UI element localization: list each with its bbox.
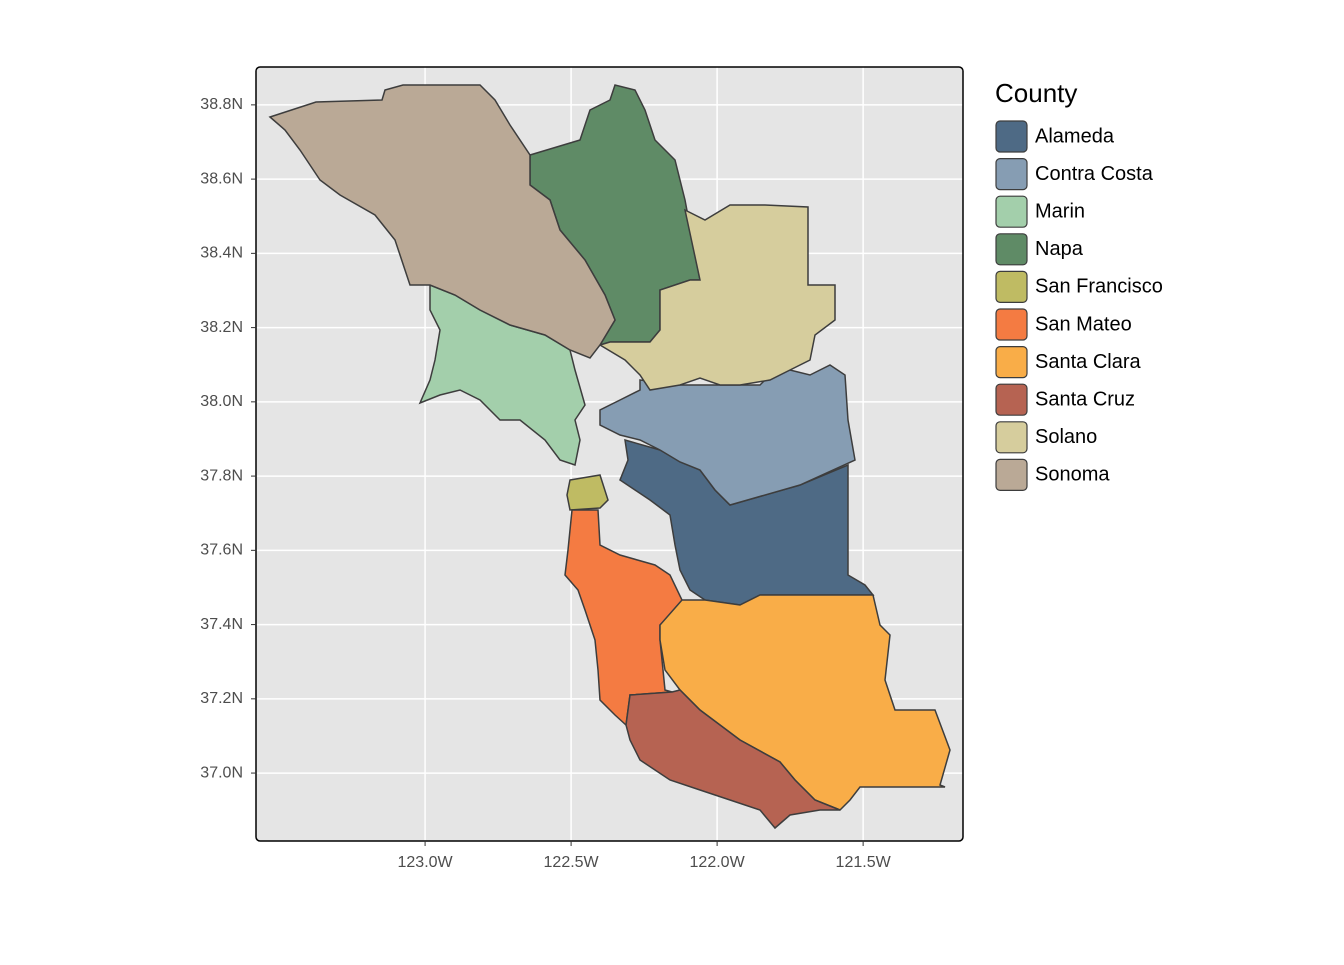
y-tick-label: 37.6N — [200, 542, 243, 559]
county-shape — [566, 474, 609, 511]
legend-key — [995, 383, 1028, 416]
legend-label: Santa Cruz — [1035, 388, 1135, 410]
legend-label: Santa Clara — [1035, 351, 1141, 373]
legend-key — [995, 346, 1028, 379]
legend-key — [995, 233, 1028, 266]
legend-key — [995, 195, 1028, 228]
y-tick-label: 37.4N — [200, 616, 243, 633]
legend-key — [995, 158, 1028, 191]
y-tick-label: 38.6N — [200, 170, 243, 187]
x-tick-label: 122.5W — [544, 854, 600, 871]
legend-label: Napa — [1035, 238, 1084, 260]
legend-key — [995, 458, 1028, 491]
x-tick-label: 121.5W — [836, 854, 892, 871]
county-shape — [268, 84, 616, 359]
county-shape — [598, 204, 836, 391]
legend-key — [995, 120, 1028, 153]
legend-label: Contra Costa — [1035, 163, 1154, 185]
legend-label: Marin — [1035, 200, 1085, 222]
x-tick-label: 122.0W — [690, 854, 746, 871]
legend-label: San Mateo — [1035, 313, 1132, 335]
legend-label: Alameda — [1035, 125, 1115, 147]
legend-title: County — [995, 78, 1077, 108]
legend-key — [995, 421, 1028, 454]
y-tick-label: 38.2N — [200, 319, 243, 336]
x-tick-label: 123.0W — [398, 854, 454, 871]
panel-border — [255, 66, 964, 842]
legend-label: Solano — [1035, 426, 1097, 448]
legend-key — [995, 270, 1028, 303]
legend-label: San Francisco — [1035, 276, 1163, 298]
y-tick-label: 37.2N — [200, 690, 243, 707]
y-tick-label: 38.4N — [200, 245, 243, 262]
legend-label: Sonoma — [1035, 464, 1110, 486]
legend-key — [995, 308, 1028, 341]
y-tick-label: 38.0N — [200, 393, 243, 410]
county-shape — [625, 689, 841, 830]
y-tick-label: 38.8N — [200, 96, 243, 113]
y-tick-label: 37.0N — [200, 764, 243, 781]
y-tick-label: 37.8N — [200, 467, 243, 484]
